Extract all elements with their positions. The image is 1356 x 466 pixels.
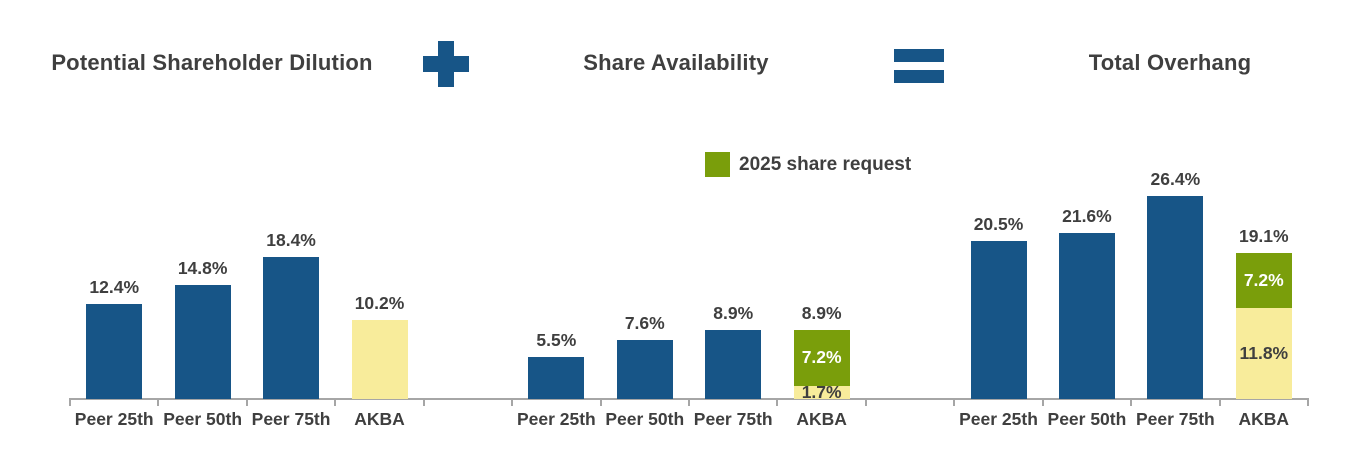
legend: 2025 share request bbox=[705, 152, 911, 177]
bar-segment-share_request-akba: 7.2% bbox=[1235, 252, 1292, 309]
axis-tick bbox=[1041, 398, 1044, 406]
category-label-peer-25th: Peer 25th bbox=[516, 409, 596, 429]
bar-segment-akba-akba: 1.7% bbox=[793, 381, 850, 402]
equals-icon bbox=[894, 49, 944, 83]
bar-segment-peer-peer-25th bbox=[528, 356, 585, 399]
bar-segment-akba-akba: 11.8% bbox=[1235, 308, 1292, 399]
category-label-peer-25th: Peer 25th bbox=[74, 409, 154, 429]
bar-value-label-peer-25th: 5.5% bbox=[536, 329, 577, 350]
category-label-peer-75th: Peer 75th bbox=[1135, 409, 1215, 429]
bar-segment-peer-peer-50th bbox=[616, 340, 673, 399]
segment-value-label: 7.2% bbox=[801, 347, 842, 368]
legend-swatch-2025-share-request bbox=[705, 152, 730, 177]
axis-tick bbox=[599, 398, 602, 406]
axis-tick bbox=[1130, 398, 1133, 406]
category-label-peer-50th: Peer 50th bbox=[1047, 409, 1127, 429]
axis-tick bbox=[776, 398, 779, 406]
axis-tick bbox=[511, 398, 514, 406]
axis-tick bbox=[422, 398, 425, 406]
category-label-peer-50th: Peer 50th bbox=[163, 409, 243, 429]
axis-tick bbox=[245, 398, 248, 406]
category-label-peer-25th: Peer 25th bbox=[959, 409, 1038, 429]
segment-value-label: 1.7% bbox=[801, 381, 842, 402]
bar-value-label-akba: 8.9% bbox=[801, 303, 842, 324]
bar-value-label-peer-50th: 14.8% bbox=[177, 258, 228, 279]
axis-tick bbox=[69, 398, 71, 406]
legend-label: 2025 share request bbox=[739, 153, 912, 175]
segment-value-label: 11.8% bbox=[1239, 342, 1289, 363]
bar-value-label-akba: 10.2% bbox=[354, 293, 405, 314]
category-label-peer-75th: Peer 75th bbox=[693, 409, 773, 429]
axis-tick bbox=[157, 398, 160, 406]
bar-value-label-peer-75th: 26.4% bbox=[1150, 168, 1201, 189]
bar-value-label-peer-50th: 21.6% bbox=[1062, 205, 1112, 226]
category-label-peer-75th: Peer 75th bbox=[251, 409, 331, 429]
bar-segment-peer-peer-25th bbox=[86, 303, 143, 399]
bar-value-label-akba: 19.1% bbox=[1238, 225, 1289, 246]
section-title-share-availability: Share Availability bbox=[583, 50, 769, 75]
bar-segment-peer-peer-25th bbox=[970, 241, 1027, 399]
axis-tick bbox=[334, 398, 337, 406]
bar-value-label-peer-75th: 18.4% bbox=[266, 230, 316, 251]
axis-tick bbox=[864, 398, 867, 406]
bar-segment-peer-peer-75th bbox=[705, 330, 762, 399]
category-label-akba: AKBA bbox=[1238, 409, 1290, 429]
axis-tick bbox=[1307, 398, 1309, 406]
bar-value-label-peer-50th: 7.6% bbox=[624, 313, 665, 334]
bar-segment-peer-peer-75th bbox=[1147, 195, 1204, 399]
plus-icon bbox=[423, 41, 469, 87]
bar-segment-peer-peer-50th bbox=[1058, 232, 1115, 399]
axis-tick bbox=[953, 398, 956, 406]
section-title-potential-shareholder-dilution: Potential Shareholder Dilution bbox=[51, 50, 373, 75]
section-title-total-overhang: Total Overhang bbox=[1088, 50, 1252, 75]
bar-value-label-peer-25th: 20.5% bbox=[973, 214, 1024, 235]
segment-value-label: 7.2% bbox=[1243, 269, 1284, 290]
bar-segment-share_request-akba: 7.2% bbox=[793, 330, 850, 386]
bar-value-label-peer-25th: 12.4% bbox=[89, 276, 140, 297]
category-label-akba: AKBA bbox=[796, 409, 847, 429]
axis-tick bbox=[688, 398, 690, 406]
category-label-akba: AKBA bbox=[354, 409, 405, 429]
bar-segment-peer-peer-75th bbox=[263, 257, 320, 399]
bar-segment-akba-akba bbox=[351, 320, 408, 399]
axis-tick bbox=[1218, 398, 1221, 406]
bar-value-label-peer-75th: 8.9% bbox=[713, 303, 754, 324]
bar-segment-peer-peer-50th bbox=[174, 285, 231, 399]
category-label-peer-50th: Peer 50th bbox=[605, 409, 685, 429]
